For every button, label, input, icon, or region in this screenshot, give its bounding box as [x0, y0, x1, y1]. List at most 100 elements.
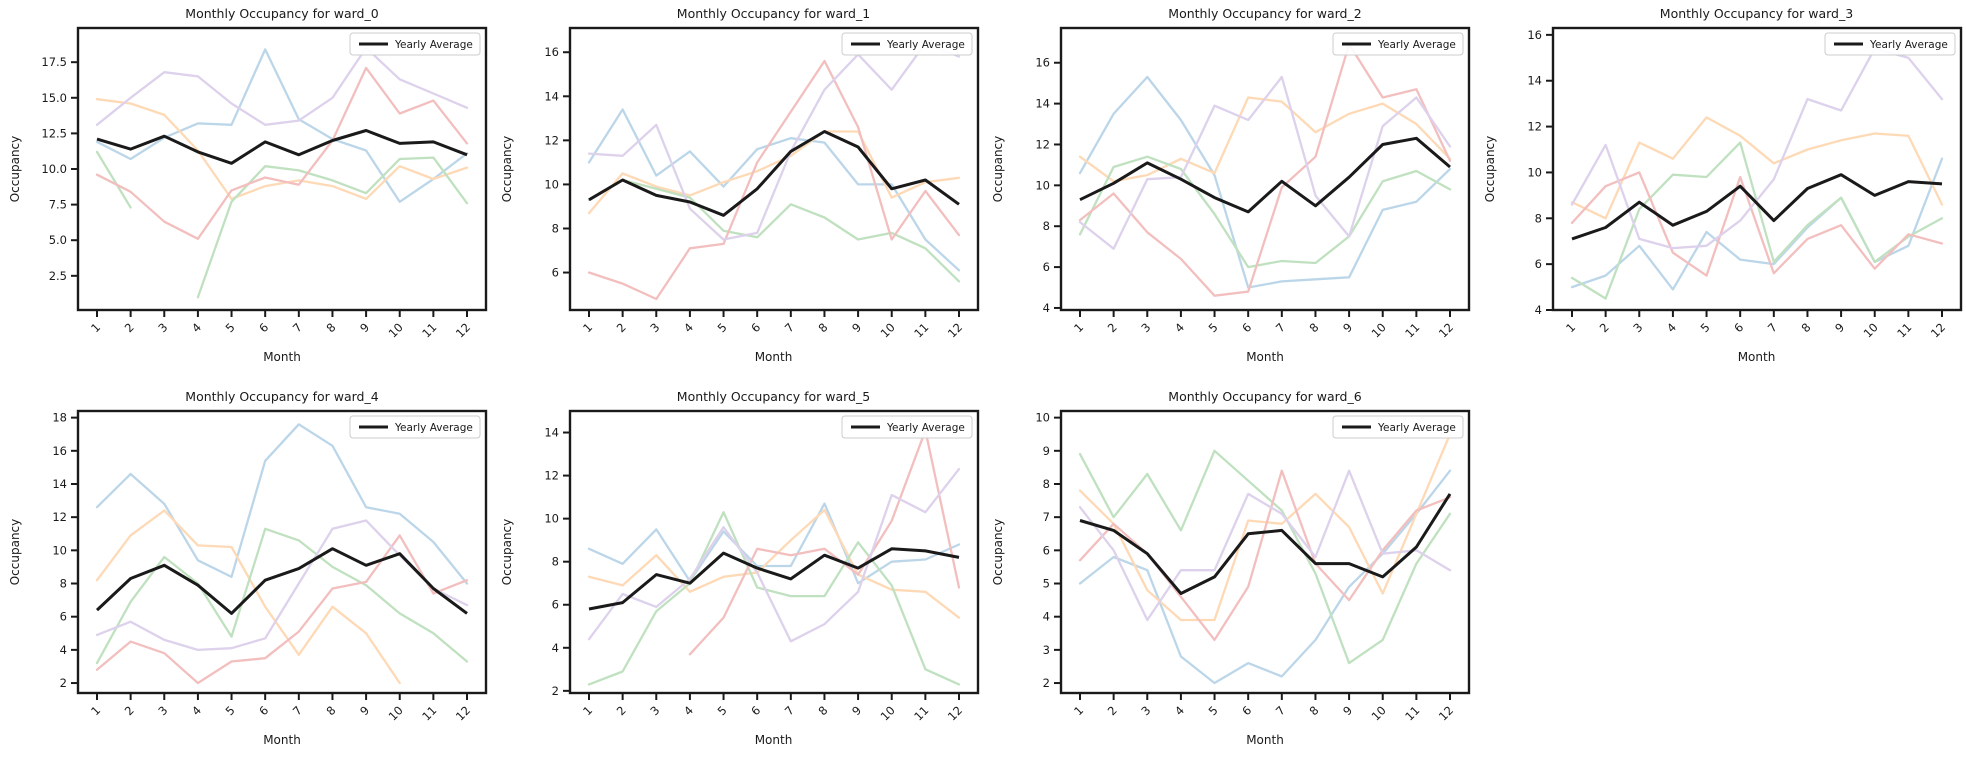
x-tick-label: 4 — [680, 320, 695, 335]
y-tick-label: 10 — [544, 511, 559, 525]
x-tick-label: 2 — [1596, 320, 1611, 335]
x-axis-ticks: 1 2 3 4 5 6 7 8 9 10 11 12 — [1071, 692, 1456, 723]
legend: Yearly Average — [1332, 32, 1464, 56]
year-series-lines — [1078, 432, 1452, 684]
x-tick-label: 1 — [1071, 320, 1086, 335]
year-line — [95, 48, 469, 203]
y-tick-label: 5.0 — [49, 233, 67, 247]
y-tick-label: 14 — [1035, 97, 1050, 111]
x-axis-label: Month — [754, 350, 793, 364]
y-tick-label: 16 — [544, 45, 559, 59]
year-line — [95, 508, 401, 684]
x-tick-label: 7 — [1273, 703, 1288, 718]
y-tick-label: 12 — [1527, 120, 1542, 134]
y-tick-label: 2 — [1043, 676, 1050, 690]
x-tick-label: 6 — [256, 703, 271, 718]
y-tick-label: 14 — [52, 476, 67, 490]
x-tick-label: 3 — [647, 703, 662, 718]
year-line — [587, 178, 960, 283]
chart-title: Monthly Occupancy for ward_1 — [676, 6, 871, 21]
y-tick-label: 16 — [1527, 28, 1542, 42]
legend: Yearly Average — [1332, 415, 1464, 438]
axes-spines — [568, 26, 979, 312]
y-tick-label: 2 — [60, 676, 67, 690]
x-tick-label: 9 — [1340, 703, 1355, 718]
x-tick-label: 2 — [122, 320, 137, 335]
x-tick-label: 6 — [1731, 320, 1746, 335]
legend: Yearly Average — [349, 415, 481, 438]
x-tick-label: 8 — [1306, 320, 1321, 335]
x-tick-label: 11 — [1402, 703, 1422, 723]
year-line — [587, 130, 960, 215]
legend: Yearly Average — [1824, 32, 1955, 56]
x-tick-label: 12 — [944, 703, 964, 723]
x-axis-label: Month — [1737, 350, 1776, 364]
x-tick-label: 3 — [1138, 703, 1153, 718]
y-tick-label: 2.5 — [49, 269, 67, 283]
x-tick-label: 7 — [781, 320, 796, 335]
x-axis-ticks: 1 2 3 4 5 6 7 8 9 10 11 12 — [1563, 310, 1948, 340]
yearly-average-line — [588, 546, 959, 610]
x-axis-ticks: 1 2 3 4 5 6 7 8 9 10 11 12 — [88, 692, 473, 723]
y-tick-label: 8 — [1043, 476, 1050, 490]
year-line — [1078, 75, 1452, 250]
year-line — [587, 42, 960, 241]
y-axis-ticks: 2 4 6 8 10 12 14 16 18 — [52, 410, 78, 690]
x-tick-label: 8 — [323, 703, 338, 718]
x-axis-ticks: 1 2 3 4 5 6 7 8 9 10 11 12 — [1071, 310, 1456, 340]
year-line — [1078, 155, 1452, 269]
x-tick-label: 8 — [1306, 703, 1321, 718]
year-line — [95, 422, 469, 585]
y-tick-label: 6 — [551, 597, 558, 611]
y-tick-label: 6 — [1043, 260, 1050, 274]
x-tick-label: 4 — [680, 703, 695, 718]
x-tick-label: 4 — [189, 703, 204, 718]
x-tick-label: 11 — [419, 320, 439, 340]
yearly-average-line — [587, 130, 960, 217]
yearly-average-line — [96, 129, 468, 165]
x-tick-label: 9 — [1340, 320, 1355, 335]
chart-title: Monthly Occupancy for ward_3 — [1659, 6, 1854, 21]
x-tick-label: 10 — [1860, 320, 1880, 340]
y-tick-label: 12 — [544, 133, 559, 147]
y-axis-ticks: 2 4 6 8 10 12 14 — [544, 425, 570, 697]
y-tick-label: 4 — [60, 642, 67, 656]
y-tick-label: 4 — [551, 640, 558, 654]
year-series-lines — [587, 428, 960, 686]
y-tick-label: 8 — [551, 554, 558, 568]
y-tick-label: 7 — [1043, 510, 1050, 524]
year-line — [1570, 141, 1943, 300]
x-tick-label: 2 — [1105, 703, 1120, 718]
subplot-ward-3: Monthly Occupancy for ward_3 Occupancy 4… — [1475, 0, 1966, 382]
x-tick-label: 3 — [155, 320, 170, 335]
year-line — [1570, 171, 1943, 277]
x-tick-label: 5 — [1206, 703, 1221, 718]
y-tick-label: 3 — [1043, 642, 1050, 656]
legend: Yearly Average — [841, 32, 972, 56]
year-series-lines — [95, 422, 469, 684]
yearly-average-line — [1079, 492, 1452, 595]
x-tick-label: 8 — [815, 703, 830, 718]
x-tick-label: 2 — [613, 703, 628, 718]
x-tick-label: 9 — [1832, 320, 1847, 335]
x-tick-label: 3 — [647, 320, 662, 335]
x-tick-label: 9 — [357, 320, 372, 335]
y-tick-label: 10 — [1527, 165, 1542, 179]
x-tick-label: 5 — [223, 703, 238, 718]
x-tick-label: 10 — [1369, 320, 1389, 340]
x-tick-label: 1 — [88, 320, 103, 335]
axes-spines — [1059, 26, 1471, 312]
year-line — [587, 59, 960, 301]
x-tick-label: 5 — [223, 320, 238, 335]
legend: Yearly Average — [349, 32, 481, 56]
year-line — [1570, 157, 1943, 291]
year-series-lines — [1078, 43, 1452, 297]
year-line — [587, 508, 960, 619]
x-tick-label: 4 — [1172, 320, 1187, 335]
year-line — [587, 467, 960, 642]
